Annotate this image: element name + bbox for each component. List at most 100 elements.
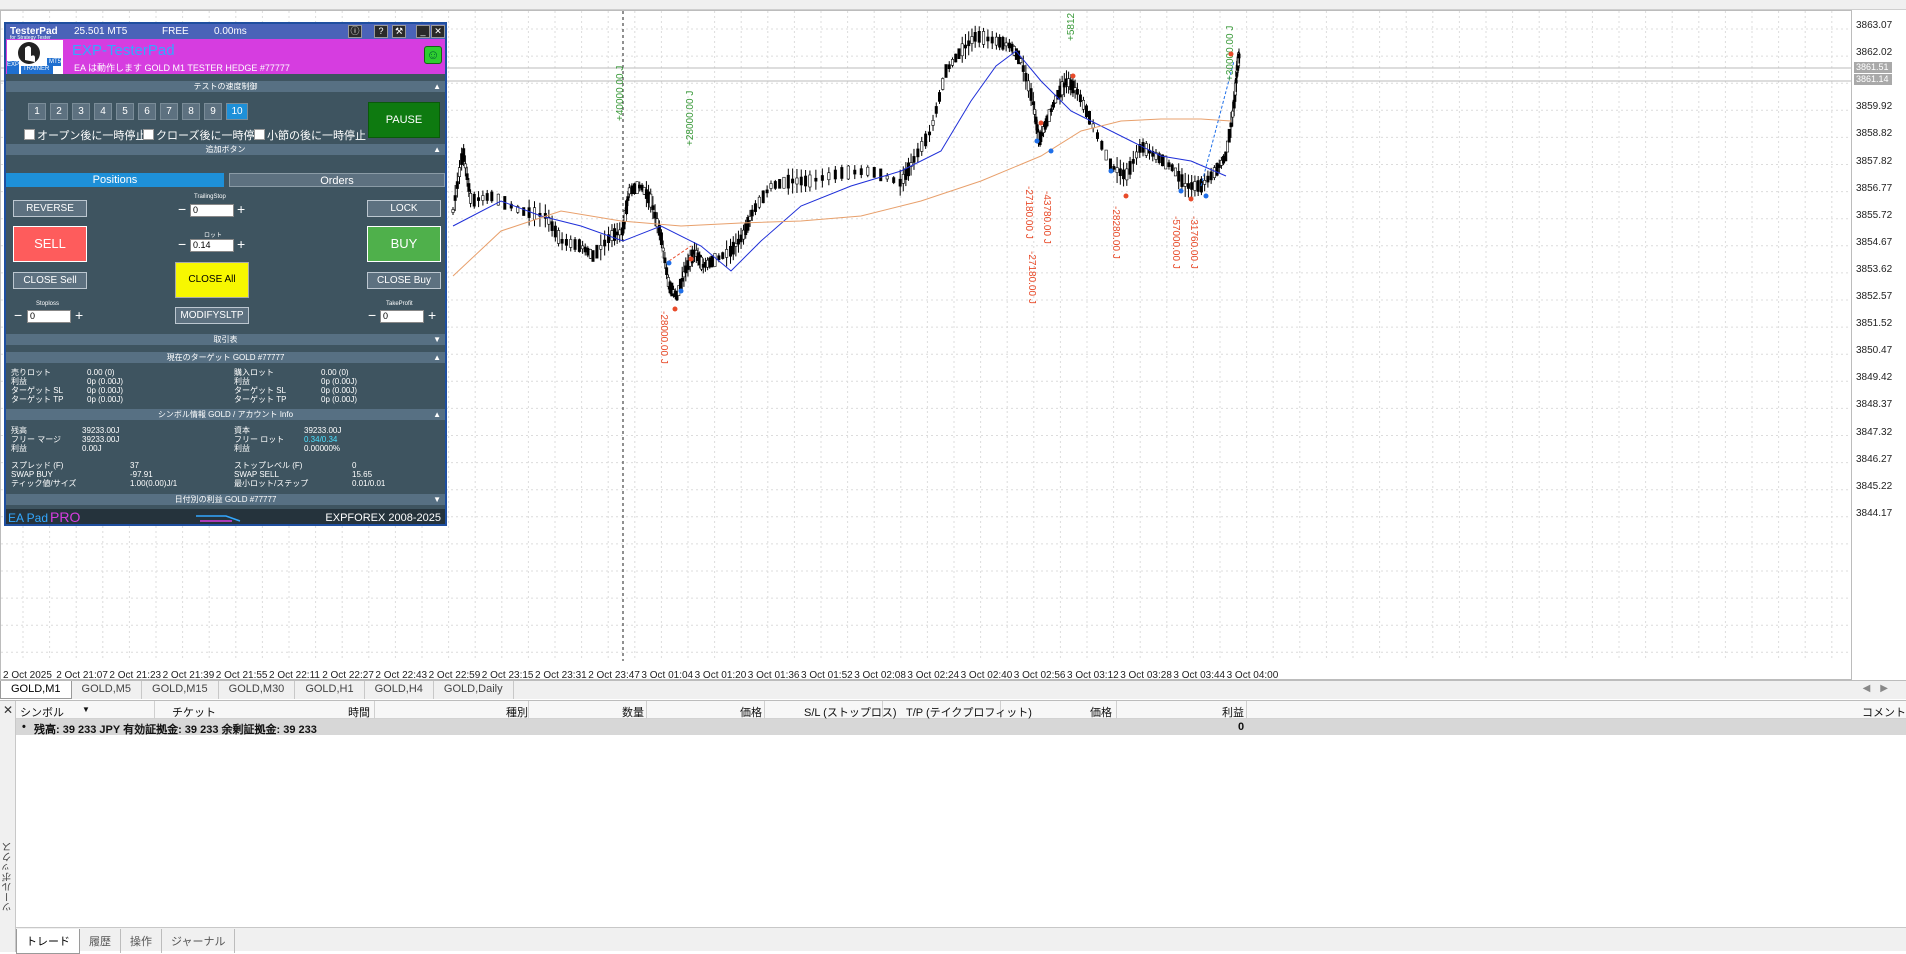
balance-row[interactable]: • 残高: 39 233 JPY 有効証拠金: 39 233 余剰証拠金: 39…	[16, 719, 1906, 736]
takeprofit-input[interactable]: 0	[380, 310, 424, 323]
tester-pad-panel[interactable]: TesterPad 25.501 MT5 FREE 0.00ms ⓘ ? ⚒ _…	[4, 22, 447, 526]
plus-icon[interactable]: +	[237, 236, 246, 252]
candle-body	[791, 178, 795, 184]
candle-body	[750, 209, 754, 217]
modify-sltp-button[interactable]: MODIFYSLTP	[175, 307, 249, 324]
pause-after-open-checkbox[interactable]: オープン後に一時停止	[24, 127, 146, 143]
smile-icon[interactable]: ☺	[424, 46, 442, 64]
settings-icon[interactable]: ⚒	[392, 25, 406, 38]
candle-body	[627, 187, 631, 195]
minus-icon[interactable]: −	[178, 201, 187, 217]
plus-icon[interactable]: +	[75, 307, 84, 323]
tab-journal[interactable]: ジャーナル	[162, 929, 236, 953]
candle-body	[892, 177, 896, 183]
candle-body	[916, 148, 920, 158]
pause-after-close-checkbox[interactable]: クローズ後に一時停止	[143, 127, 265, 143]
tab-history[interactable]: 履歴	[80, 929, 121, 953]
column-header[interactable]: 種別	[506, 707, 528, 719]
reverse-button[interactable]: REVERSE	[13, 200, 87, 217]
tab-positions[interactable]: Positions	[6, 173, 224, 187]
section-target[interactable]: 現在のターゲット GOLD #77777 ▲	[6, 352, 445, 363]
candle-body	[1084, 105, 1088, 118]
section-history[interactable]: 取引表 ▼	[6, 334, 445, 345]
candle-body	[1128, 161, 1132, 175]
lock-button[interactable]: LOCK	[367, 200, 441, 217]
time-tick: 3 Oct 01:36	[747, 670, 800, 680]
price-tick: 3855.72	[1856, 209, 1893, 221]
close-icon[interactable]: ✕	[431, 25, 445, 38]
section-symbol[interactable]: シンボル情報 GOLD / アカウント Info ▲	[6, 409, 445, 420]
plus-icon[interactable]: +	[428, 307, 437, 323]
column-header[interactable]: T/P (テイクプロフィット)	[906, 707, 1032, 719]
minus-icon[interactable]: −	[368, 307, 377, 323]
column-header[interactable]: 価格	[1090, 707, 1112, 719]
symbol-tab[interactable]: GOLD,H4	[365, 681, 434, 699]
info-icon[interactable]: ⓘ	[348, 25, 362, 38]
speed-button-6[interactable]: 6	[138, 103, 156, 120]
tab-orders[interactable]: Orders	[229, 173, 445, 187]
panel-title-bar[interactable]: TesterPad 25.501 MT5 FREE 0.00ms ⓘ ? ⚒ _…	[6, 24, 445, 39]
close-icon[interactable]: ✕	[3, 703, 14, 717]
buy-button[interactable]: BUY	[367, 226, 441, 262]
candle-body	[757, 196, 761, 208]
candle-body	[463, 163, 467, 169]
speed-button-9[interactable]: 9	[204, 103, 222, 120]
trade-profit-label: +5812	[1066, 12, 1077, 41]
candle-body	[467, 183, 471, 192]
pause-after-bar-checkbox[interactable]: 小節の後に一時停止	[254, 127, 366, 143]
column-header[interactable]: シンボル	[20, 707, 64, 719]
speed-button-8[interactable]: 8	[182, 103, 200, 120]
column-header[interactable]: 数量	[622, 707, 644, 719]
section-speed[interactable]: テストの速度制御 ▲	[6, 81, 445, 92]
candle-body	[1138, 144, 1142, 153]
symbol-tab[interactable]: GOLD,Daily	[434, 681, 514, 699]
symbol-tab[interactable]: GOLD,M30	[219, 681, 296, 699]
tab-scroll-arrows[interactable]: ◀▶	[1862, 683, 1898, 694]
column-header[interactable]: コメント	[1862, 707, 1906, 719]
checkbox-icon[interactable]	[254, 129, 265, 140]
trailing-input[interactable]: 0	[190, 204, 234, 217]
column-header[interactable]: S/L (ストップロス)	[804, 707, 897, 719]
plus-icon[interactable]: +	[237, 201, 246, 217]
time-tick: 3 Oct 03:44	[1173, 670, 1226, 680]
stoploss-input[interactable]: 0	[27, 310, 71, 323]
minimize-icon[interactable]: _	[416, 25, 430, 38]
help-icon[interactable]: ?	[374, 25, 388, 38]
column-header[interactable]: 利益	[1222, 707, 1244, 719]
close-buy-button[interactable]: CLOSE Buy	[367, 272, 441, 289]
candle-body	[1157, 153, 1161, 163]
symbol-tab[interactable]: GOLD,H1	[295, 681, 365, 699]
candle-body	[1019, 58, 1023, 63]
minus-icon[interactable]: −	[14, 307, 23, 323]
tab-operations[interactable]: 操作	[121, 929, 162, 953]
bullet-icon: •	[22, 721, 26, 733]
minus-icon[interactable]: −	[178, 236, 187, 252]
checkbox-icon[interactable]	[24, 129, 35, 140]
speed-button-3[interactable]: 3	[72, 103, 90, 120]
pause-button[interactable]: PAUSE	[368, 102, 440, 138]
section-daily[interactable]: 日付別の利益 GOLD #77777 ▼	[6, 494, 445, 505]
tab-trade[interactable]: トレード	[16, 929, 80, 954]
speed-button-5[interactable]: 5	[116, 103, 134, 120]
symbol-tab[interactable]: GOLD,M5	[72, 681, 143, 699]
section-extra[interactable]: 追加ボタン ▲	[6, 144, 445, 155]
speed-button-7[interactable]: 7	[160, 103, 178, 120]
lot-input[interactable]: 0.14	[190, 239, 234, 252]
column-header[interactable]: 時間	[348, 707, 370, 719]
column-header[interactable]: 価格	[740, 707, 762, 719]
speed-button-10[interactable]: 10	[226, 103, 248, 120]
checkbox-icon[interactable]	[143, 129, 154, 140]
speed-button-2[interactable]: 2	[50, 103, 68, 120]
toolbox-panel: ✕ ツールボックス シンボル ▼ チケット 時間 種別 数量 価格 S/L (ス…	[0, 700, 1906, 954]
speed-button-4[interactable]: 4	[94, 103, 112, 120]
speed-button-1[interactable]: 1	[28, 103, 46, 120]
price-tick: 3851.52	[1856, 318, 1893, 330]
sell-button[interactable]: SELL	[13, 226, 87, 262]
symbol-tab[interactable]: GOLD,M1	[0, 681, 72, 699]
candle-body	[477, 197, 481, 201]
close-sell-button[interactable]: CLOSE Sell	[13, 272, 87, 289]
column-header[interactable]: チケット	[172, 707, 216, 719]
symbol-tab[interactable]: GOLD,M15	[142, 681, 219, 699]
sort-arrow-icon[interactable]: ▼	[82, 705, 90, 714]
close-all-button[interactable]: CLOSE All	[175, 262, 249, 298]
